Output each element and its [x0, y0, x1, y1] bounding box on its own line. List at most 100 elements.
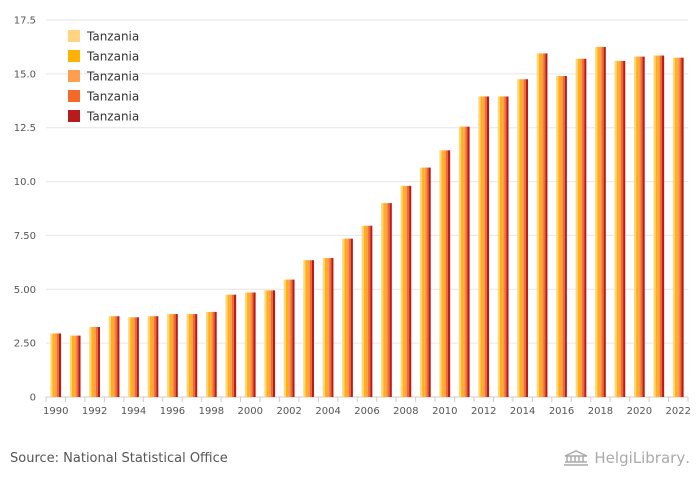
bar: [231, 294, 235, 397]
y-tick-label: 0: [30, 393, 36, 404]
bar: [575, 58, 578, 398]
bar: [603, 46, 606, 398]
bar: [206, 311, 209, 397]
bar: [322, 258, 325, 397]
bar: [400, 185, 403, 397]
brand-logo[interactable]: HelgiLibrary.: [562, 449, 690, 467]
bar: [264, 290, 267, 397]
bar: [175, 314, 178, 397]
bar: [504, 96, 507, 397]
bar: [486, 96, 490, 397]
bar: [463, 126, 466, 397]
bar: [634, 56, 637, 397]
bar: [171, 314, 174, 397]
bar: [523, 79, 526, 397]
bar: [151, 316, 155, 397]
bar: [324, 258, 328, 397]
bar: [448, 150, 451, 397]
brand-suffix: .: [685, 449, 690, 467]
bar: [428, 167, 431, 397]
bar: [192, 314, 196, 397]
bar: [601, 46, 604, 398]
bar: [210, 311, 213, 397]
bar: [113, 316, 116, 397]
bar: [115, 316, 118, 397]
x-tick-label: 2000: [238, 406, 263, 417]
bar: [303, 260, 306, 397]
bar: [268, 290, 271, 397]
bar: [89, 326, 92, 397]
bar: [110, 316, 114, 397]
bar: [78, 335, 81, 397]
bar: [54, 333, 57, 397]
bar: [389, 203, 392, 397]
bar: [655, 55, 658, 397]
bar: [465, 126, 468, 397]
x-tick-label: 2010: [432, 406, 457, 417]
bar: [167, 314, 170, 397]
legend-swatch: [68, 50, 80, 62]
bar: [365, 225, 369, 397]
bar: [638, 56, 641, 397]
bar: [506, 96, 509, 397]
bar: [307, 260, 310, 397]
bar: [616, 60, 619, 397]
bar: [249, 292, 252, 397]
bar: [71, 335, 75, 397]
bar: [52, 333, 55, 397]
x-tick-label: 2016: [549, 406, 574, 417]
bar: [461, 126, 464, 397]
bar: [344, 238, 347, 397]
bar: [368, 225, 371, 397]
bar: [564, 76, 567, 398]
y-tick-label: 12.5: [14, 123, 36, 134]
bar: [309, 260, 312, 397]
legend-label: Tanzania: [86, 50, 139, 64]
legend-swatch: [68, 90, 80, 102]
bar: [383, 203, 386, 397]
y-tick-label: 5.00: [14, 285, 36, 296]
bar: [582, 58, 585, 398]
bar: [270, 290, 273, 397]
bar: [251, 292, 254, 397]
bar: [58, 333, 62, 397]
bar: [517, 79, 520, 397]
bar: [404, 185, 407, 397]
legend-label: Tanzania: [86, 70, 139, 84]
bar: [497, 96, 500, 397]
x-tick-label: 1992: [82, 406, 107, 417]
bar: [541, 53, 544, 398]
bar: [406, 185, 410, 397]
bar: [439, 150, 442, 397]
bar: [525, 79, 528, 397]
bar: [283, 279, 286, 397]
bar: [618, 60, 621, 397]
bar: [409, 185, 412, 397]
source-note: Source: National Statistical Office: [10, 451, 228, 466]
bar: [584, 58, 587, 398]
bar: [253, 292, 256, 397]
bar: [579, 58, 583, 398]
x-tick-label: 2008: [393, 406, 418, 417]
x-tick-label: 1994: [121, 406, 146, 417]
bar: [482, 96, 485, 397]
x-tick-label: 2006: [354, 406, 379, 417]
bar: [445, 150, 449, 397]
bar: [266, 290, 269, 397]
bar: [288, 279, 291, 397]
bar: [370, 225, 373, 397]
bar: [134, 317, 137, 397]
bar: [128, 317, 131, 397]
bar: [467, 126, 470, 397]
bar: [136, 317, 139, 397]
legend-swatch: [68, 70, 80, 82]
bar: [227, 294, 230, 397]
bar: [350, 238, 353, 397]
bar: [420, 167, 423, 397]
legend-swatch: [68, 30, 80, 42]
x-axis: 1990 1992 1994 1996 1998 2000 2002 2004 2006 2008…: [43, 397, 691, 417]
y-tick-label: 7.50: [14, 231, 36, 242]
bar: [536, 53, 539, 398]
bar: [662, 55, 665, 397]
bar: [285, 279, 289, 397]
